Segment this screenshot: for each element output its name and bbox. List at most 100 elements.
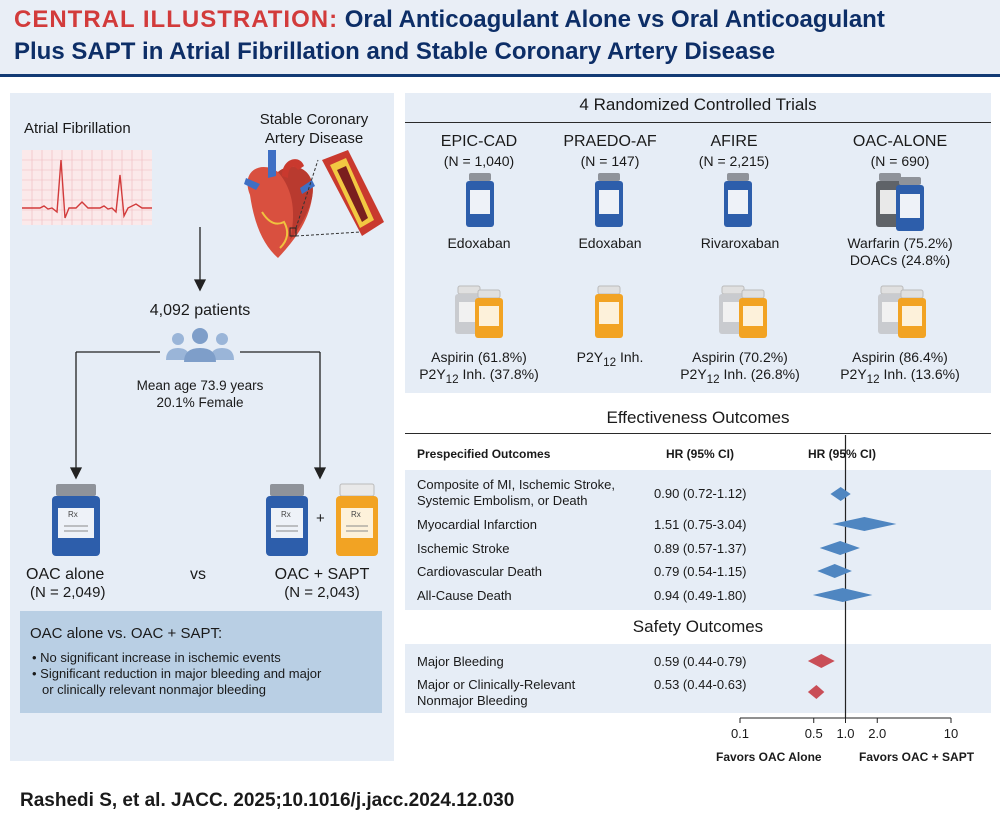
artery-icon — [295, 150, 384, 237]
p2y-sub: 12 — [706, 372, 720, 386]
rct-title: 4 Randomized Controlled Trials — [579, 95, 817, 114]
p2y-label: P2Y — [680, 366, 707, 382]
trial-name: AFIRE — [710, 133, 758, 150]
col-header-plot: HR (95% CI) — [808, 447, 877, 461]
outcome-label-2: Systemic Embolism, or Death — [417, 493, 588, 508]
trial-p2y12: P2Y12 Inh. (13.6%) — [815, 366, 985, 386]
outcome-label: Composite of MI, Ischemic Stroke, — [417, 477, 615, 492]
oac-alone-label: OAC alone — [26, 566, 105, 583]
p2y-pct: Inh. (26.8%) — [723, 366, 800, 382]
x-axis-tick-label: 1.0 — [836, 726, 854, 741]
x-axis-tick-label: 0.1 — [731, 726, 749, 741]
trial-p2y12: P2Y12 Inh. (37.8%) — [394, 366, 564, 386]
p2y-pct: Inh. (37.8%) — [462, 366, 539, 382]
trial-n: (N = 2,215) — [698, 153, 770, 169]
title-text-1: Oral Anticoagulant Alone vs Oral Anticoa… — [344, 6, 885, 33]
hr-diamond — [832, 517, 897, 531]
outcome-label: Major or Clinically-Relevant — [417, 677, 576, 692]
effectiveness-title: Effectiveness Outcomes — [606, 408, 790, 427]
summary-bullet-1: • No significant increase in ischemic ev… — [32, 650, 281, 665]
trial-antiplatelet: Aspirin (70.2%) — [692, 349, 788, 365]
outcome-label-2: Nonmajor Bleeding — [417, 693, 528, 708]
p2y12-bottle-icon — [595, 285, 623, 338]
effectiveness-band — [405, 470, 991, 610]
col-header-outcome: Prespecified Outcomes — [417, 447, 551, 461]
p2y-pct: Inh. (13.6%) — [883, 366, 960, 382]
ecg-icon — [22, 150, 152, 225]
hr-diamond — [830, 487, 851, 501]
oac-bottle-icon — [595, 173, 623, 227]
trial-antiplatelet: Aspirin (86.4%) — [852, 349, 948, 365]
trial-antiplatelet: Aspirin (61.8%) — [431, 349, 527, 365]
hr-value: 1.51 (0.75-3.04) — [654, 517, 747, 532]
trial-name: PRAEDO-AF — [563, 133, 657, 150]
summary-bullet-2: • Significant reduction in major bleedin… — [32, 666, 322, 681]
p2y-sub: 12 — [445, 372, 459, 386]
antiplatelet-bottles-icon — [719, 285, 767, 338]
hr-value: 0.90 (0.72-1.12) — [654, 486, 747, 501]
cad-label-2: Artery Disease — [264, 130, 364, 147]
female-pct: 20.1% Female — [156, 395, 244, 410]
effectiveness-divider — [405, 433, 991, 434]
trial-n: (N = 147) — [580, 153, 640, 169]
oac-alone-n: (N = 2,049) — [30, 584, 106, 601]
mean-age: Mean age 73.9 years — [136, 378, 264, 393]
trial-oac-drug: Warfarin (75.2%) — [847, 235, 953, 251]
safety-band — [405, 644, 991, 713]
summary-bullet-3: or clinically relevant nonmajor bleeding — [42, 682, 267, 697]
vs-label: vs — [190, 566, 206, 583]
cad-label-1: Stable Coronary — [259, 111, 369, 128]
oac-sapt-n: (N = 2,043) — [284, 584, 360, 601]
rx-label: Rx — [281, 510, 291, 519]
x-axis-tick-label: 10 — [944, 726, 958, 741]
oac-bottle-icon — [466, 173, 494, 227]
trial-name: EPIC-CAD — [440, 133, 518, 150]
hr-diamond — [817, 564, 852, 578]
sapt-bottle-icon — [336, 483, 378, 556]
trial-oac-drug: Edoxaban — [447, 235, 511, 251]
antiplatelet-bottles-icon — [455, 285, 503, 338]
favors-left-label: Favors OAC Alone — [716, 750, 822, 764]
forest-plot: 0.1 0.5 1.0 2.0 10 — [731, 435, 958, 741]
flow-arrows — [69, 227, 327, 480]
rx-label: Rx — [68, 510, 78, 519]
safety-title: Safety Outcomes — [632, 617, 764, 636]
trial-p2y12: P2Y12 Inh. (26.8%) — [655, 366, 825, 386]
rct-divider — [405, 122, 991, 123]
oac-bottle-icon — [266, 484, 308, 556]
oac-sapt-label: OAC + SAPT — [274, 566, 370, 583]
central-illustration-label: CENTRAL ILLUSTRATION: — [14, 6, 339, 33]
patients-count: 4,092 patients — [149, 302, 251, 319]
patients-icon — [166, 328, 234, 362]
outcome-label: Major Bleeding — [417, 654, 504, 669]
p2y-sub: 12 — [603, 355, 617, 369]
x-axis-tick-label: 2.0 — [868, 726, 886, 741]
oac-bottle-icon — [724, 173, 752, 227]
hr-value: 0.94 (0.49-1.80) — [654, 588, 747, 603]
trial-oac-drug: Rivaroxaban — [700, 235, 780, 251]
rx-label: Rx — [351, 510, 361, 519]
hr-diamond — [807, 685, 825, 699]
arm-bottles — [52, 483, 378, 556]
header-banner — [0, 0, 1000, 77]
hr-diamond — [812, 588, 873, 602]
p2y-label: P2Y — [840, 366, 867, 382]
hr-value: 0.53 (0.44-0.63) — [654, 677, 747, 692]
title-line-2: Plus SAPT in Atrial Fibrillation and Sta… — [14, 38, 776, 65]
hr-value: 0.89 (0.57-1.37) — [654, 541, 747, 556]
trial-name: OAC-ALONE — [852, 133, 948, 150]
outcome-label: Cardiovascular Death — [417, 564, 543, 579]
hr-value: 0.59 (0.44-0.79) — [654, 654, 747, 669]
p2y-pct: Inh. — [619, 349, 644, 365]
x-axis-tick-label: 0.5 — [805, 726, 823, 741]
trial-p2y12: P2Y12 Inh. — [525, 349, 695, 369]
p2y-label: P2Y — [419, 366, 446, 382]
heart-icon — [244, 150, 315, 258]
citation: Rashedi S, et al. JACC. 2025;10.1016/j.j… — [20, 790, 515, 811]
p2y-label: P2Y — [576, 349, 604, 365]
warfarin-doac-bottles-icon — [876, 173, 924, 231]
outcome-label: Myocardial Infarction — [417, 517, 537, 532]
outcome-label: All-Cause Death — [417, 588, 512, 603]
trial-n: (N = 1,040) — [443, 153, 515, 169]
